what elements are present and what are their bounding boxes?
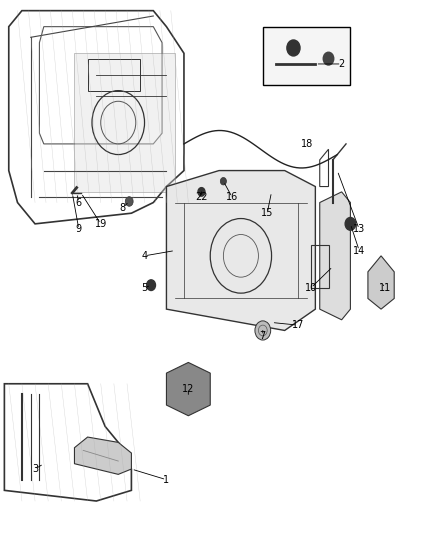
Text: 6: 6 <box>76 198 82 207</box>
Circle shape <box>147 280 155 290</box>
Bar <box>311 245 328 288</box>
Polygon shape <box>74 437 131 474</box>
Text: 18: 18 <box>300 139 313 149</box>
Text: 14: 14 <box>353 246 365 255</box>
Bar <box>263 27 350 85</box>
Text: 7: 7 <box>260 331 266 341</box>
Polygon shape <box>74 53 175 192</box>
Circle shape <box>198 188 205 196</box>
Circle shape <box>323 52 334 65</box>
Text: 16: 16 <box>226 192 238 202</box>
Text: 17: 17 <box>292 320 304 330</box>
Circle shape <box>125 197 133 206</box>
Text: 5: 5 <box>141 283 148 293</box>
Bar <box>88 59 140 91</box>
Text: 3: 3 <box>32 464 38 474</box>
Polygon shape <box>166 171 315 330</box>
Polygon shape <box>166 362 210 416</box>
Text: 1: 1 <box>163 475 170 484</box>
Text: 4: 4 <box>141 251 148 261</box>
Text: 12: 12 <box>182 384 194 394</box>
Text: 22: 22 <box>195 192 208 202</box>
Text: 8: 8 <box>120 203 126 213</box>
Circle shape <box>345 217 356 230</box>
Text: 11: 11 <box>379 283 392 293</box>
Text: 19: 19 <box>95 219 107 229</box>
Circle shape <box>255 321 271 340</box>
Text: 15: 15 <box>261 208 273 218</box>
Text: 13: 13 <box>353 224 365 234</box>
Text: 10: 10 <box>305 283 317 293</box>
Polygon shape <box>320 192 350 320</box>
Circle shape <box>287 40 300 56</box>
Text: 2: 2 <box>339 59 345 69</box>
Text: 9: 9 <box>76 224 82 234</box>
Circle shape <box>220 177 226 185</box>
Polygon shape <box>368 256 394 309</box>
